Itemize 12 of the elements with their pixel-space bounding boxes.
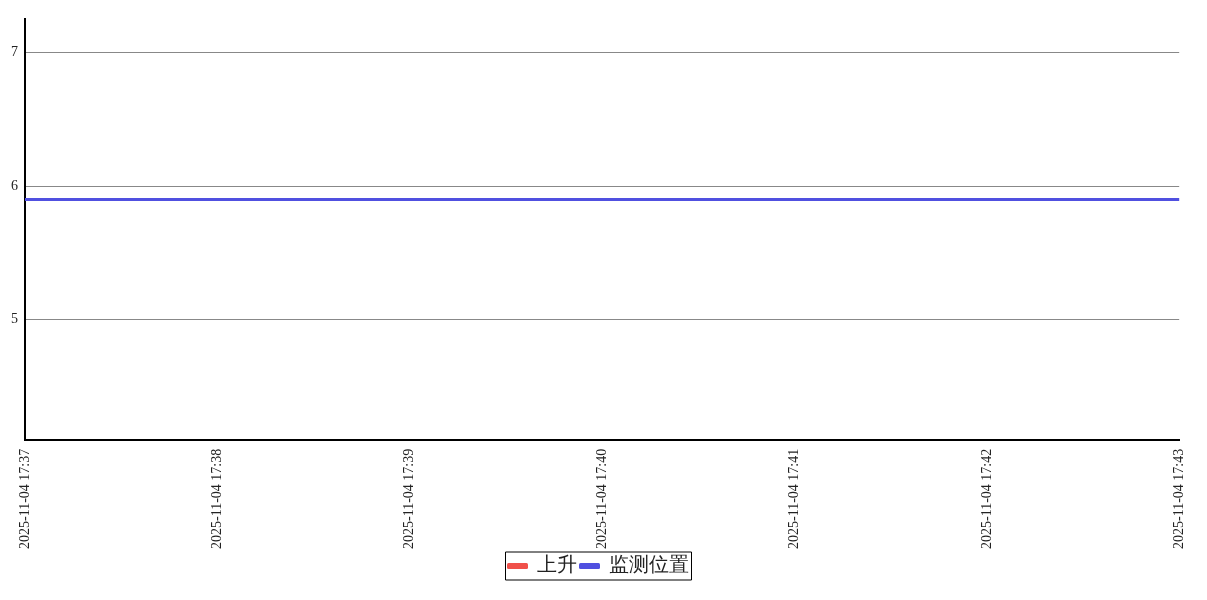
x-tick-label: 2025-11-04 17:43 [1170,448,1186,550]
legend-label: 监测位置 [608,553,689,576]
legend-label: 上升 [536,553,577,576]
x-tick-label: 2025-11-04 17:40 [593,448,609,550]
y-tick-label: 5 [11,311,18,327]
y-tick-label: 6 [11,177,18,193]
x-tick-label: 2025-11-04 17:39 [401,448,417,550]
x-tick-label: 2025-11-04 17:37 [16,448,32,550]
x-tick-label: 2025-11-04 17:42 [978,448,994,550]
y-tick-label: 7 [11,44,18,60]
x-tick-label: 2025-11-04 17:41 [786,448,802,550]
x-tick-label: 2025-11-04 17:38 [209,448,225,550]
